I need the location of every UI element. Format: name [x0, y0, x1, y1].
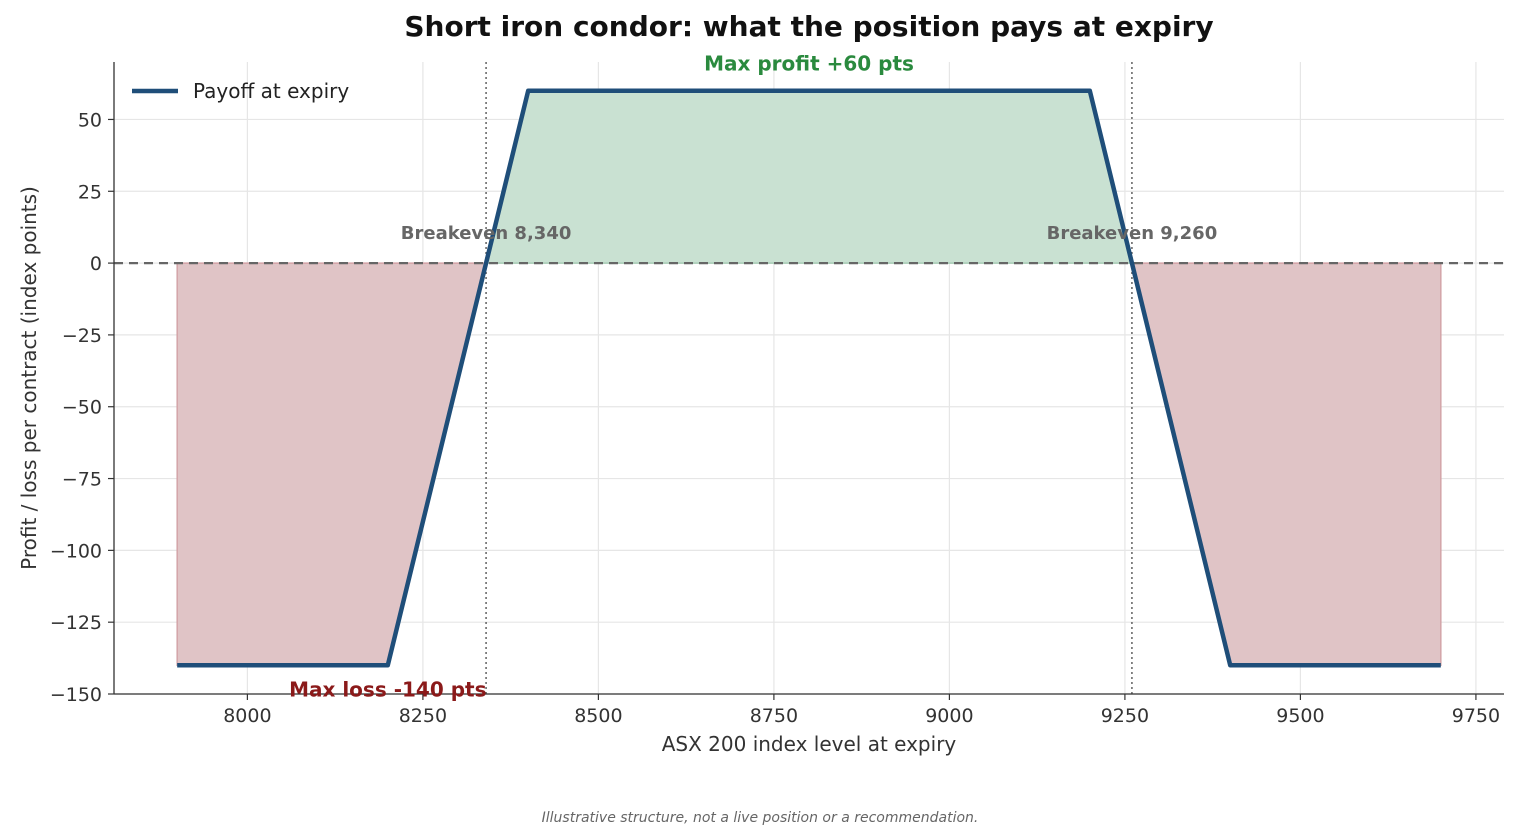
axes [113, 62, 1504, 695]
series-layer [177, 88, 1441, 668]
y-tick-label: −150 [50, 684, 102, 706]
footnote: Illustrative structure, not a live posit… [542, 810, 979, 826]
x-tick-label: 9000 [925, 705, 973, 727]
y-tick-label: −125 [50, 612, 102, 634]
max-loss-label: Max loss -140 pts [289, 677, 486, 701]
ticks: 8000 8250 8500 8750 9000 9250 9500 9750 −150 −125… [50, 109, 1500, 727]
x-tick-label: 9250 [1101, 705, 1149, 727]
y-tick-label: −50 [62, 397, 102, 419]
y-axis-label: Profit / loss per contract (index points… [17, 186, 41, 570]
annotations: Breakeven 8,340 Breakeven 9,260 Max prof… [289, 52, 1217, 702]
x-tick-label: 8000 [223, 705, 271, 727]
x-tick-label: 8250 [399, 705, 447, 727]
breakeven-right-label: Breakeven 9,260 [1047, 223, 1218, 244]
loss-region-0 [176, 262, 488, 667]
y-tick-label: 25 [78, 181, 102, 203]
legend-entry-payoff: Payoff at expiry [193, 79, 349, 103]
breakeven-left-label: Breakeven 8,340 [401, 223, 572, 244]
y-tick-label: −25 [62, 325, 102, 347]
x-tick-label: 8750 [750, 705, 798, 727]
y-tick-label: −75 [62, 469, 102, 491]
y-tick-label: 50 [78, 109, 102, 131]
y-tick-label: −100 [50, 540, 102, 562]
profit-region-1 [485, 89, 1133, 264]
y-tick-label: 0 [90, 253, 102, 275]
payoff-line [177, 88, 1441, 668]
max-profit-label: Max profit +60 pts [704, 52, 914, 76]
reference-lines [114, 62, 1504, 694]
loss-region-2 [1130, 262, 1442, 667]
chart-title: Short iron condor: what the position pay… [404, 10, 1213, 43]
x-tick-label: 9750 [1452, 705, 1500, 727]
x-tick-label: 9500 [1276, 705, 1324, 727]
payoff-fills [176, 89, 1442, 667]
x-tick-label: 8500 [574, 705, 622, 727]
legend: Payoff at expiry [132, 79, 349, 103]
x-axis-label: ASX 200 index level at expiry [662, 732, 957, 756]
